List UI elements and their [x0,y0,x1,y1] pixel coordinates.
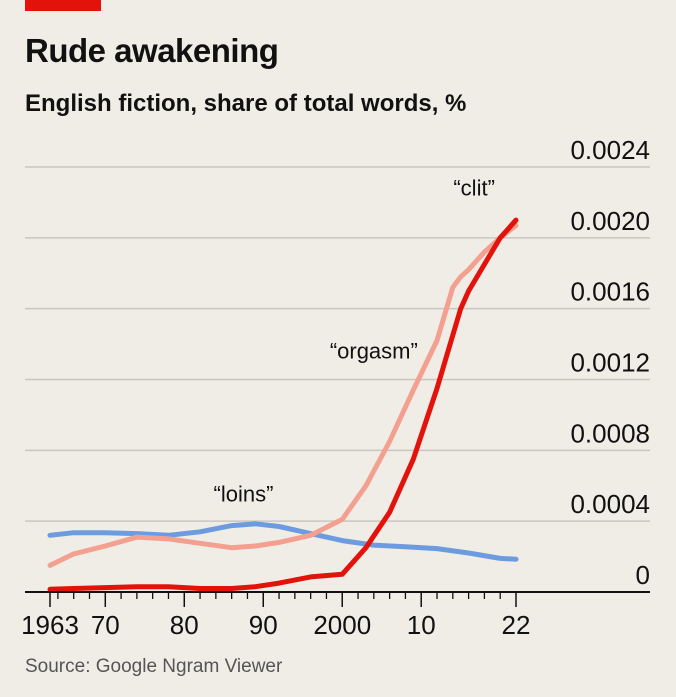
y-tick-label: 0.0020 [570,206,650,236]
y-tick-label: 0.0024 [570,135,650,165]
x-tick-label: 90 [249,610,278,640]
series-line [47,222,519,568]
series-lines [47,217,519,592]
x-tick-label: 2000 [313,610,371,640]
series-line [47,521,519,562]
y-tick-label: 0.0008 [570,418,650,448]
y-tick-label: 0.0004 [570,489,650,519]
series-labels: “clit” “orgasm” “loins” [214,175,495,506]
source-note: Source: Google Ngram Viewer [25,656,283,677]
x-tick-label: 80 [170,610,199,640]
gridlines [25,166,650,522]
chart-title: Rude awakening [25,32,279,69]
series-line [47,217,519,592]
series-label: “orgasm” [330,338,418,363]
chart-subtitle: English fiction, share of total words, % [25,90,467,117]
x-tick-label: 10 [407,610,436,640]
series-label: “clit” [453,175,495,200]
y-tick-labels: 0 0.0004 0.0008 0.0012 0.0016 0.0020 0.0024 [570,135,650,590]
y-tick-label: 0.0012 [570,348,650,378]
accent-bar [25,0,101,11]
series-label: “loins” [214,482,274,507]
y-tick-label: 0.0016 [570,277,650,307]
x-tick-label: 1963 [21,610,79,640]
x-axis: 1963 70 80 90 2000 10 22 [21,591,650,640]
x-tick-label: 70 [91,610,120,640]
x-tick-label: 22 [502,610,531,640]
y-tick-label: 0 [636,560,650,590]
